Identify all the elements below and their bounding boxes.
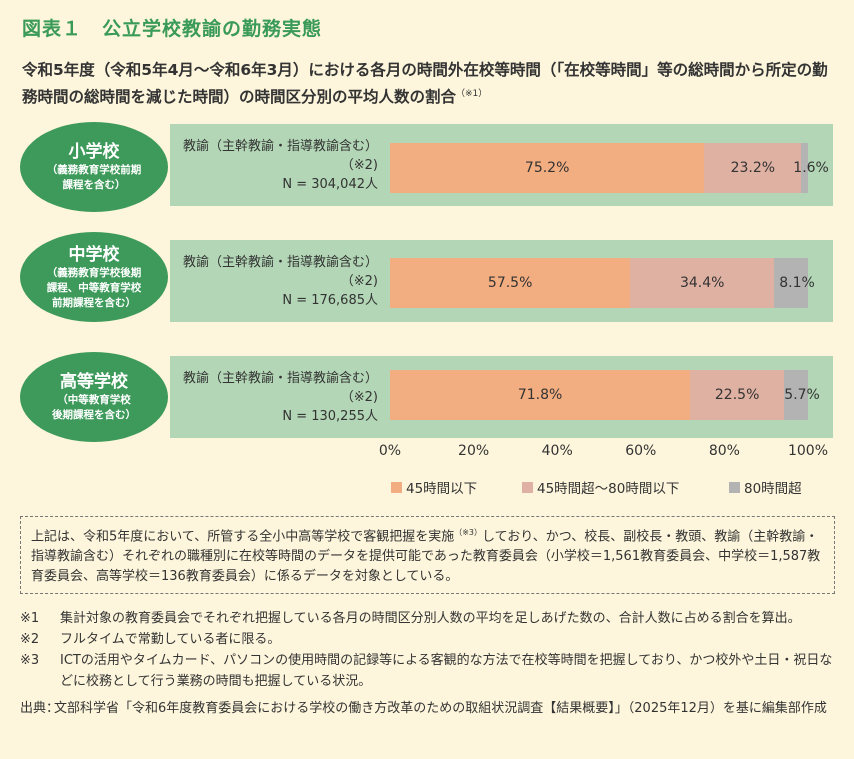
x-tick-label: 100% [787,443,829,459]
x-tick-label: 0% [378,443,402,459]
footnote-text: フルタイムで常勤している者に限る。 [60,632,281,647]
footnote-2: ※2 フルタイムで常勤している者に限る。 [20,629,840,650]
row-label-line2: （※2) [340,158,378,173]
footnote-key: ※3 [20,653,40,668]
school-sub: （中等教育学校 後期課程を含む） [52,394,136,421]
legend-label: 80時間超 [744,481,802,497]
school-sub: （義務教育学校前期 課程を含む） [46,164,142,191]
bar-segment-gt80 [801,143,808,193]
figure-title: 図表１ 公立学校教諭の勤務実態 [22,18,323,40]
footnote-1: ※1 集計対象の教育委員会でそれぞれ把握している各月の時間区分別人数の平均を足しあ… [20,608,840,629]
bar-high-school: 71.8% 22.5% 5.7% [390,370,820,420]
school-sub: （義務教育学校後期 課程、中等教育学校 前期課程を含む） [46,266,142,309]
school-name: 高等学校 [60,372,128,392]
source-key: 出典： [20,701,60,716]
bar-segment-le45 [390,143,705,193]
note-box-sup: （※3） [454,528,483,537]
row-label-line2: （※2) [340,274,378,289]
data-label: 8.1% [779,275,815,291]
legend-swatch [391,481,402,493]
note-box-text-a: 上記は、令和5年度において、所管する全小中高等学校で客観把握を実施 [31,529,455,545]
subtitle-note-ref: （※1） [456,89,488,99]
data-label: 5.7% [784,387,820,403]
row-label-line2: （※2) [340,390,378,405]
bar-segment-gt80 [784,370,808,420]
row-label-elementary: 教諭（主幹教諭・指導教諭含む） （※2) N = 304,042人 [178,137,378,194]
data-label: 34.4% [679,275,725,291]
data-label: 75.2% [524,160,570,176]
data-label: 71.8% [517,387,563,403]
legend-swatch [729,481,740,493]
subtitle-text: 令和5年度（令和5年4月～令和6年3月）における各月の時間外在校等時間（「在校等… [22,61,828,107]
source-text: 文部科学省「令和6年度教育委員会における学校の働き方改革のための取組状況調査【結… [54,701,827,716]
bar-segment-45-80 [630,258,775,308]
footnote-text: ICTの活用やタイムカード、パソコンの使用時間の記録等による客観的な方法で在校等… [60,653,833,689]
row-label-line3: N = 304,042人 [282,177,378,192]
bar-segment-45-80 [704,143,802,193]
row-label-line1: 教諭（主幹教諭・指導教諭含む） [182,371,378,386]
legend-label: 45時間超～80時間以下 [537,481,680,497]
bar-segment-le45 [390,370,691,420]
row-label-junior-high: 教諭（主幹教諭・指導教諭含む） （※2) N = 176,685人 [178,253,378,310]
bar-junior-high: 57.5% 34.4% 8.1% [390,258,815,308]
data-label: 1.6% [793,160,829,176]
legend-label: 45時間以下 [406,481,478,497]
school-badge-elementary: 小学校 （義務教育学校前期 課程を含む） [20,122,168,212]
school-name: 中学校 [68,244,120,265]
bar-elementary: 75.2% 23.2% 1.6% [390,143,829,193]
footnote-key: ※1 [20,611,40,626]
note-box: 上記は、令和5年度において、所管する全小中高等学校で客観把握を実施（※3）してお… [20,516,835,595]
footnotes: ※1 集計対象の教育委員会でそれぞれ把握している各月の時間区分別人数の平均を足しあ… [20,608,840,719]
data-label: 23.2% [730,160,776,176]
footnote-text: 集計対象の教育委員会でそれぞれ把握している各月の時間区分別人数の平均を足しあげた… [60,611,801,626]
chart-subtitle: 令和5年度（令和5年4月～令和6年3月）における各月の時間外在校等時間（「在校等… [22,58,837,109]
footnote-3: ※3 ICTの活用やタイムカード、パソコンの使用時間の記録等による客観的な方法で在… [20,650,840,692]
legend-item: 45時間超～80時間以下 [522,477,679,497]
footnote-key: ※2 [20,632,40,647]
x-tick-label: 20% [458,443,490,459]
bar-segment-le45 [390,258,631,308]
row-label-line1: 教諭（主幹教諭・指導教諭含む） [182,255,378,270]
x-tick-label: 80% [708,443,740,459]
data-label: 57.5% [487,275,533,291]
legend-swatch [522,481,533,493]
legend-item: 45時間以下 [391,477,477,497]
bar-segment-45-80 [690,370,785,420]
legend-item: 80時間超 [729,477,802,497]
data-label: 22.5% [714,387,760,403]
x-tick-label: 40% [541,443,573,459]
row-label-line1: 教諭（主幹教諭・指導教諭含む） [182,139,378,154]
source-note: 出典： 文部科学省「令和6年度教育委員会における学校の働き方改革のための取組状況調… [20,698,840,719]
school-name: 小学校 [68,142,120,162]
row-label-high-school: 教諭（主幹教諭・指導教諭含む） （※2) N = 130,255人 [178,369,378,426]
row-label-line3: N = 130,255人 [282,409,378,424]
school-badge-junior-high: 中学校 （義務教育学校後期 課程、中等教育学校 前期課程を含む） [20,232,168,322]
note-box-text-b: しており、かつ、校長、副校長・教頭、教諭（主幹教諭・指導教諭含む）それぞれの職種… [31,529,821,585]
bar-segment-gt80 [774,258,808,308]
row-label-line3: N = 176,685人 [282,293,378,308]
school-badge-high-school: 高等学校 （中等教育学校 後期課程を含む） [20,352,168,442]
x-tick-label: 60% [625,443,657,459]
